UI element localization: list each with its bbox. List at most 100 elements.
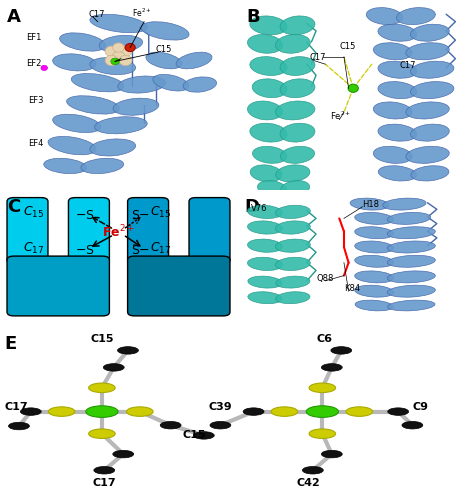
- Ellipse shape: [146, 52, 182, 69]
- Circle shape: [348, 84, 358, 92]
- Text: $C_{17}$: $C_{17}$: [23, 241, 44, 256]
- Text: EF3: EF3: [28, 96, 44, 105]
- Text: C17: C17: [5, 402, 28, 411]
- Circle shape: [402, 422, 423, 429]
- Circle shape: [125, 44, 135, 52]
- Circle shape: [89, 429, 115, 438]
- Circle shape: [111, 58, 119, 65]
- Text: S$-$: S$-$: [131, 208, 150, 222]
- Ellipse shape: [355, 271, 393, 283]
- Text: H18: H18: [363, 200, 380, 208]
- Circle shape: [271, 407, 298, 416]
- Ellipse shape: [388, 300, 435, 311]
- Ellipse shape: [387, 285, 435, 297]
- Circle shape: [20, 408, 41, 416]
- Ellipse shape: [248, 276, 282, 288]
- Ellipse shape: [411, 166, 449, 181]
- Ellipse shape: [247, 206, 283, 218]
- Text: A: A: [7, 8, 21, 26]
- FancyBboxPatch shape: [128, 198, 169, 264]
- Ellipse shape: [366, 8, 403, 24]
- Text: V76: V76: [251, 204, 267, 212]
- Ellipse shape: [280, 16, 315, 35]
- Ellipse shape: [387, 256, 435, 268]
- Ellipse shape: [355, 212, 393, 224]
- Ellipse shape: [397, 8, 435, 24]
- Circle shape: [89, 383, 115, 392]
- Circle shape: [9, 422, 29, 430]
- Ellipse shape: [48, 136, 96, 155]
- Ellipse shape: [176, 52, 212, 69]
- Circle shape: [302, 466, 323, 474]
- Ellipse shape: [355, 300, 393, 311]
- Ellipse shape: [250, 165, 282, 182]
- Text: EF2: EF2: [26, 59, 41, 68]
- Text: $C_{15}$: $C_{15}$: [23, 205, 44, 220]
- Circle shape: [118, 346, 138, 354]
- Ellipse shape: [247, 34, 283, 54]
- Ellipse shape: [275, 258, 310, 270]
- Ellipse shape: [276, 165, 310, 182]
- Ellipse shape: [257, 180, 286, 196]
- Text: C15: C15: [155, 45, 172, 54]
- Circle shape: [321, 450, 342, 458]
- Ellipse shape: [118, 76, 166, 93]
- Ellipse shape: [387, 271, 435, 283]
- Ellipse shape: [383, 198, 426, 210]
- Circle shape: [243, 408, 264, 416]
- Ellipse shape: [275, 206, 310, 218]
- Circle shape: [48, 407, 75, 416]
- Circle shape: [41, 66, 47, 70]
- Circle shape: [105, 46, 118, 56]
- Ellipse shape: [410, 24, 449, 42]
- Text: Q88: Q88: [316, 274, 333, 283]
- Ellipse shape: [141, 22, 189, 40]
- Circle shape: [309, 383, 336, 392]
- Circle shape: [306, 406, 338, 417]
- Circle shape: [103, 364, 124, 371]
- Text: C9: C9: [412, 402, 428, 411]
- Ellipse shape: [247, 221, 283, 234]
- Ellipse shape: [276, 276, 310, 288]
- Circle shape: [388, 408, 409, 416]
- Text: C17: C17: [92, 478, 116, 488]
- FancyBboxPatch shape: [7, 256, 109, 316]
- Ellipse shape: [387, 226, 435, 238]
- Ellipse shape: [378, 82, 417, 98]
- Ellipse shape: [355, 226, 393, 238]
- Text: C15: C15: [339, 42, 356, 51]
- FancyBboxPatch shape: [128, 256, 230, 316]
- Text: C39: C39: [209, 402, 232, 411]
- Ellipse shape: [253, 146, 287, 164]
- Circle shape: [193, 432, 214, 439]
- Ellipse shape: [247, 101, 283, 120]
- Ellipse shape: [280, 56, 315, 76]
- Text: $C_{15}$: $C_{15}$: [150, 205, 172, 220]
- Text: Fe$^{2+}$: Fe$^{2+}$: [102, 224, 135, 240]
- Text: Fe$^{2+}$: Fe$^{2+}$: [330, 110, 351, 122]
- Text: E: E: [5, 335, 17, 353]
- Ellipse shape: [410, 124, 449, 141]
- Ellipse shape: [275, 101, 315, 120]
- Circle shape: [160, 422, 181, 429]
- Ellipse shape: [250, 123, 287, 142]
- Ellipse shape: [247, 258, 283, 270]
- Ellipse shape: [275, 34, 310, 54]
- Text: S$-$: S$-$: [131, 244, 150, 257]
- Ellipse shape: [275, 239, 310, 252]
- Circle shape: [321, 364, 342, 371]
- Ellipse shape: [355, 256, 393, 268]
- Ellipse shape: [374, 102, 412, 119]
- Ellipse shape: [410, 82, 454, 98]
- FancyBboxPatch shape: [189, 198, 230, 264]
- Ellipse shape: [387, 241, 435, 253]
- FancyBboxPatch shape: [7, 198, 48, 264]
- Text: C15: C15: [182, 430, 206, 440]
- Ellipse shape: [183, 77, 217, 92]
- Ellipse shape: [252, 79, 287, 98]
- Circle shape: [210, 422, 231, 429]
- Ellipse shape: [275, 221, 310, 234]
- Circle shape: [346, 407, 373, 416]
- Ellipse shape: [60, 33, 106, 51]
- Ellipse shape: [406, 42, 449, 60]
